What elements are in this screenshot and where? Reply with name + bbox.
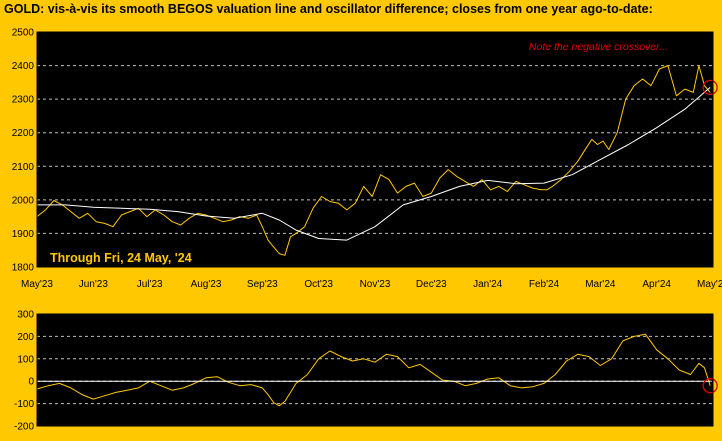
x-tick-label: Nov'23 <box>360 279 391 290</box>
chart-title: GOLD: vis-à-vis its smooth BEGOS valuati… <box>4 2 653 16</box>
x-tick-label: Dec'23 <box>416 279 447 290</box>
x-tick-label: May'23 <box>21 279 53 290</box>
upper-y-tick-label: 2000 <box>12 195 35 206</box>
lower-y-tick-label: -200 <box>14 422 34 433</box>
upper-plot-border <box>36 31 714 268</box>
upper-plot-area <box>37 32 713 267</box>
x-tick-label: Sep'23 <box>247 279 278 290</box>
lower-y-tick-label: 0 <box>28 377 34 388</box>
lower-plot-border <box>36 313 714 427</box>
upper-y-tick-label: 1900 <box>12 229 35 240</box>
upper-series-valuation <box>37 87 711 241</box>
lower-y-tick-label: 200 <box>17 332 34 343</box>
lower-y-tick-label: 100 <box>17 354 34 365</box>
upper-y-tick-label: 2300 <box>12 95 35 106</box>
lower-y-tick-label: 300 <box>17 310 34 321</box>
lower-plot-area <box>37 314 713 426</box>
lower-series-oscillator <box>36 333 711 407</box>
lower-crossover-marker <box>702 378 718 394</box>
x-tick-label: Apr'24 <box>642 279 671 290</box>
upper-crossover-marker <box>702 79 718 96</box>
x-tick-label: Jul'23 <box>137 279 163 290</box>
x-tick-label: May'24 <box>697 279 722 290</box>
lower-y-tick-label: -100 <box>14 399 34 410</box>
annotation-note: Note the negative crossover... <box>529 41 668 53</box>
upper-y-tick-label: 2200 <box>12 128 35 139</box>
upper-y-tick-label: 2500 <box>12 28 35 39</box>
x-tick-label: Feb'24 <box>529 279 560 290</box>
x-tick-label: Oct'23 <box>304 279 333 290</box>
upper-series-price <box>36 65 711 256</box>
x-tick-label: Mar'24 <box>585 279 616 290</box>
upper-y-tick-label: 1800 <box>12 263 35 274</box>
x-tick-label: Jan'24 <box>473 279 503 290</box>
upper-y-tick-label: 2400 <box>12 61 35 72</box>
period-label: Through Fri, 24 May, '24 <box>50 251 192 265</box>
upper-y-tick-label: 2100 <box>12 162 35 173</box>
x-tick-label: Jun'23 <box>79 279 109 290</box>
x-tick-label: Aug'23 <box>191 279 222 290</box>
